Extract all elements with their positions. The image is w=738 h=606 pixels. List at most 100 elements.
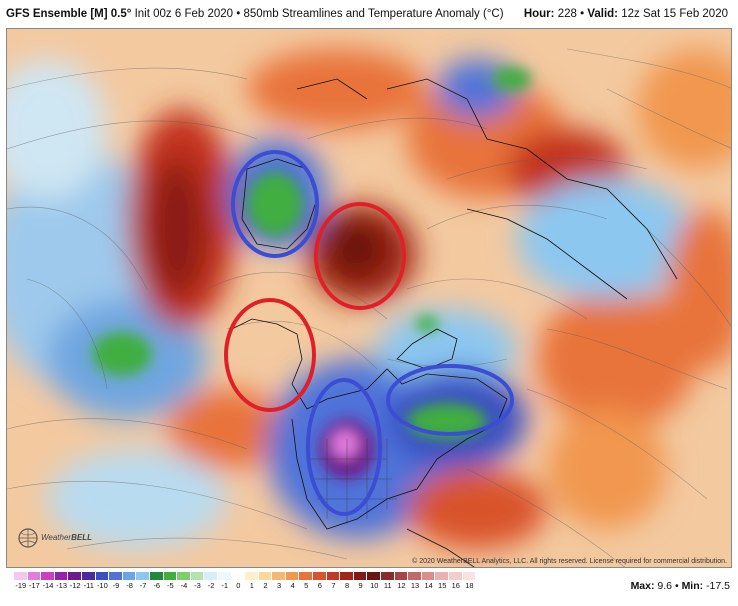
annotation-siberia [231,150,319,258]
legend-swatch [14,572,28,580]
logo-text-bold: BELL [71,533,92,542]
legend-swatches [14,572,477,580]
temperature-anomaly-field [7,29,731,567]
legend-swatch [109,572,123,580]
legend-tick-label: 9 [358,581,363,590]
annotation-eastern-canada [386,364,514,436]
legend-tick-label: -12 [69,581,81,590]
legend-swatch [394,572,409,580]
legend-swatch [136,572,150,580]
hour-value: 228 [557,8,577,20]
streamlines [7,48,731,567]
legend-swatch [122,572,137,580]
legend-swatch [299,572,314,580]
weather-map: WeatherBELL © 2020 WeatherBELL Analytics… [6,28,732,568]
color-legend: -19 -17 -14 -13 -12 -11 -10 -9 -8 -7 -6 -5 -4 -3 -2 -1 0… [14,572,477,594]
annotation-arctic [314,202,406,310]
hour-label: Hour: [523,8,555,20]
legend-swatch [190,572,205,580]
legend-tick-label: -13 [56,581,67,590]
separator: • [674,580,679,592]
init-time: Init 00z 6 Feb 2020 [134,8,234,20]
legend-swatch [231,572,246,580]
legend-swatch [340,572,354,580]
legend-swatch [217,572,232,580]
valid-label: Valid: [587,8,619,20]
legend-tick-label: 13 [410,581,420,590]
model-name: GFS Ensemble [M] 0.5° [6,8,132,20]
legend-swatch [462,572,477,580]
legend-swatch [149,572,164,580]
legend-swatch [353,572,368,580]
legend-tick-label: -6 [153,581,161,590]
legend-tick-label: 1 [249,581,254,590]
legend-swatch [163,572,178,580]
legend-tick-label: -14 [42,581,54,590]
legend-tick-label: -4 [180,581,188,590]
legend-tick-label: -2 [207,581,215,590]
legend-swatch [435,572,449,580]
legend-tick-label: 10 [370,581,379,590]
legend-swatch [177,572,191,580]
legend-tick-label: 15 [438,581,447,590]
legend-tick-label: -3 [194,581,201,590]
legend-tick-label: 8 [344,581,350,590]
valid-value: 12z Sat 15 Feb 2020 [621,8,728,20]
forecast-time: Hour: 228 • Valid: 12z Sat 15 Feb 2020 [524,8,728,20]
legend-swatch [68,572,82,580]
legend-tick-label: 16 [451,581,460,590]
legend-swatch [54,572,69,580]
legend-swatch [258,572,273,580]
max-value: 9.6 [657,580,673,592]
legend-swatch [81,572,96,580]
legend-swatch [204,572,218,580]
legend-tick-label: 0 [236,581,241,590]
annotation-circles [224,150,514,516]
legend-tick-label: -5 [166,581,174,590]
legend-tick-label: 5 [304,581,309,590]
min-label: Min: [681,580,704,592]
min-value: -17.5 [706,580,730,592]
logo-globe-icon [18,528,38,548]
legend-tick-label: 3 [276,581,282,590]
legend-swatch [285,572,300,580]
legend-swatch [367,572,382,580]
legend-tick-label: 6 [317,581,322,590]
weatherbell-logo: WeatherBELL [17,525,92,553]
legend-tick-label: 14 [424,581,433,590]
legend-tick-label: -17 [28,581,40,590]
legend-swatch [245,572,259,580]
legend-swatch [449,572,463,580]
separator: • [580,8,585,20]
max-min-readout: Max: 9.6 • Min: -17.5 [631,580,730,592]
legend-tick-label: -9 [112,581,120,590]
legend-tick-label: -10 [96,581,108,590]
legend-swatch [421,572,436,580]
legend-tick-label: -19 [15,581,27,590]
legend-swatch [272,572,286,580]
annotation-alaska [224,298,316,412]
legend-tick-label: 7 [331,581,336,590]
legend-tick-label: -8 [126,581,133,590]
legend-tick-label: -1 [221,581,229,590]
legend-tick-label: 11 [383,581,392,590]
legend-tick-label: -11 [83,581,94,590]
separator: • [236,8,241,20]
header: GFS Ensemble [M] 0.5° Init 00z 6 Feb 202… [0,0,738,28]
legend-swatch [95,572,110,580]
legend-ticks: -19 -17 -14 -13 -12 -11 -10 -9 -8 -7 -6 -5 -4 -3 -2 -1 0… [14,581,476,590]
legend-swatch [326,572,341,580]
legend-tick-label: 18 [465,581,474,590]
legend-tick-label: 12 [397,581,406,590]
legend-tick-label: 2 [263,581,268,590]
legend-swatch [408,572,422,580]
legend-swatch [381,572,395,580]
title: GFS Ensemble [M] 0.5° Init 00z 6 Feb 202… [6,8,504,20]
coastlines [231,78,678,567]
legend-swatch [27,572,42,580]
legend-tick-label: 4 [290,581,295,590]
legend-swatch [313,572,327,580]
legend-tick-label: -7 [139,581,147,590]
annotation-western-us [306,378,382,516]
copyright-notice: © 2020 WeatherBELL Analytics, LLC. All r… [412,558,727,565]
